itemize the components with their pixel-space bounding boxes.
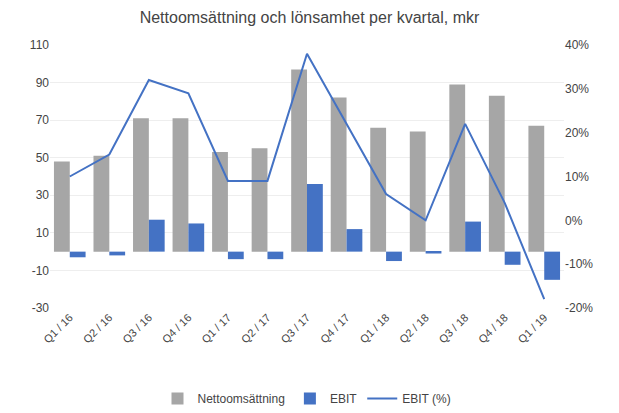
svg-text:Nettoomsättning: Nettoomsättning [198,392,285,406]
svg-text:90: 90 [36,76,50,90]
svg-text:Q3 / 17: Q3 / 17 [278,311,312,345]
svg-text:-10: -10 [32,264,50,278]
svg-text:Q3 / 16: Q3 / 16 [120,311,154,345]
svg-text:Q2 / 16: Q2 / 16 [81,311,115,345]
svg-text:30: 30 [36,188,50,202]
svg-text:10%: 10% [565,170,589,184]
svg-text:10: 10 [36,226,50,240]
svg-text:40%: 40% [565,38,589,52]
svg-text:EBIT (%): EBIT (%) [402,392,450,406]
svg-text:30%: 30% [565,82,589,96]
svg-text:50: 50 [36,151,50,165]
svg-text:-20%: -20% [565,301,593,315]
svg-text:Q3 / 18: Q3 / 18 [436,311,470,345]
svg-text:70: 70 [36,113,50,127]
svg-text:Q1 / 17: Q1 / 17 [199,311,233,345]
svg-text:Nettoomsättning och lönsamhet: Nettoomsättning och lönsamhet per kvarta… [140,9,480,26]
svg-text:0%: 0% [565,214,583,228]
svg-text:Q1 / 18: Q1 / 18 [357,311,391,345]
svg-text:Q1 / 19: Q1 / 19 [516,311,550,345]
svg-text:Q4 / 18: Q4 / 18 [476,311,510,345]
svg-text:20%: 20% [565,126,589,140]
svg-text:-10%: -10% [565,257,593,271]
svg-text:Q4 / 16: Q4 / 16 [160,311,194,345]
svg-text:Q2 / 17: Q2 / 17 [239,311,273,345]
svg-text:110: 110 [30,38,49,52]
svg-text:Q2 / 18: Q2 / 18 [397,311,431,345]
svg-text:Q4 / 17: Q4 / 17 [318,311,352,345]
svg-text:EBIT: EBIT [330,392,357,406]
svg-text:Q1 / 16: Q1 / 16 [41,311,75,345]
svg-text:-30: -30 [32,301,50,315]
